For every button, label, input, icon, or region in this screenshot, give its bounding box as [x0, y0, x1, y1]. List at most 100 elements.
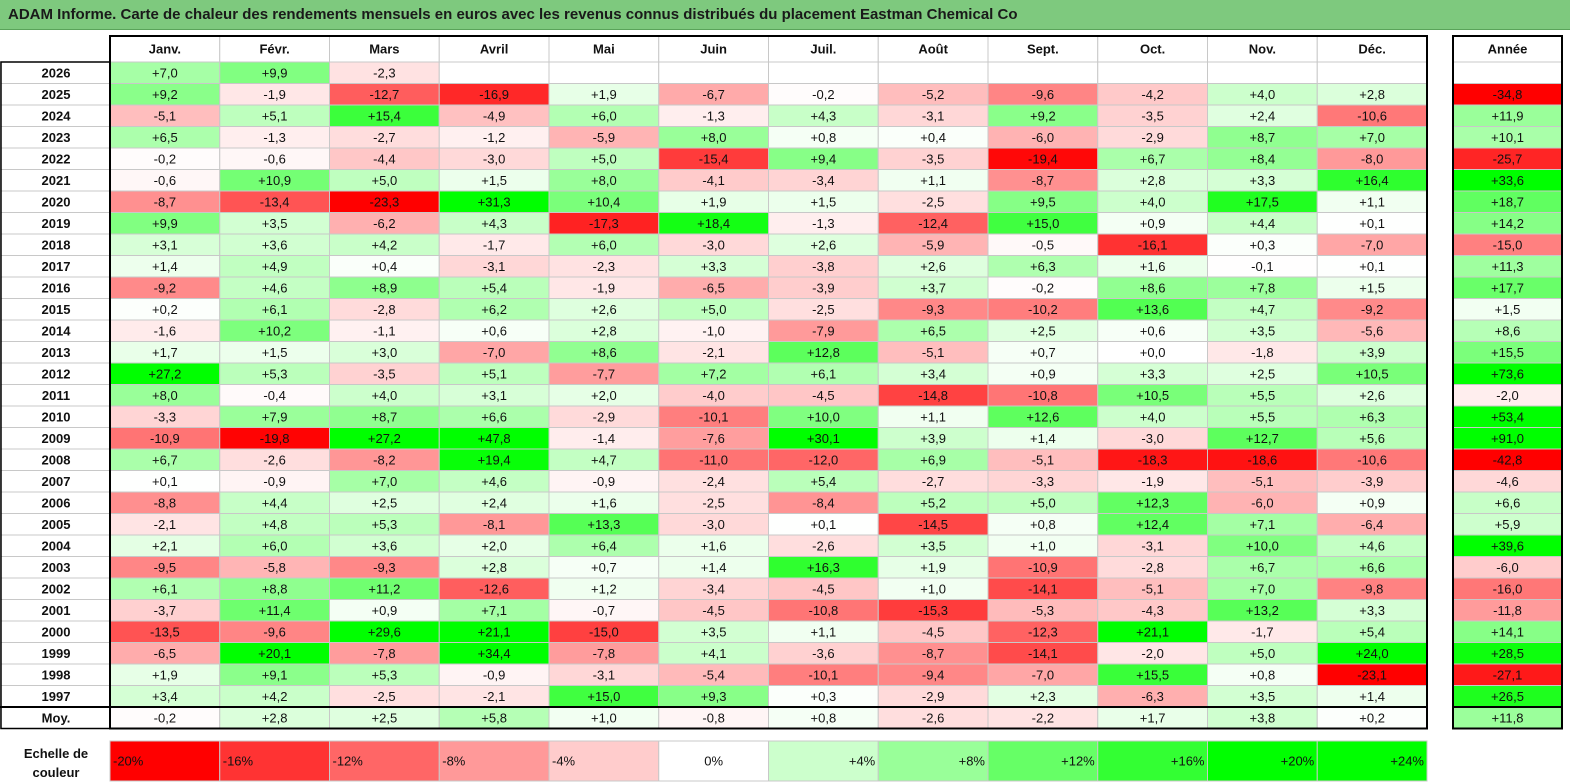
color-scale-label-value: -8% [442, 754, 466, 769]
cell-value: +1,1 [1359, 194, 1385, 209]
cell-value: +34,4 [478, 646, 511, 661]
cell-value: -9,8 [1361, 581, 1383, 596]
cell-value: -15,3 [918, 603, 948, 618]
cell-value: +4,0 [372, 388, 398, 403]
cell-value: +1,7 [1140, 710, 1166, 725]
cell-value: +16,4 [1356, 173, 1389, 188]
cell-value: -4,2 [1141, 87, 1163, 102]
cell-value: +1,6 [1140, 259, 1166, 274]
cell-value: +4,2 [372, 237, 398, 252]
cell-value: +1,9 [591, 87, 617, 102]
cell-value: -4,1 [702, 173, 724, 188]
cell-value: +15,0 [1026, 216, 1059, 231]
cell-value: -8,2 [373, 452, 395, 467]
cell-value: -16,1 [1138, 237, 1168, 252]
cell-value: +0,8 [811, 710, 837, 725]
cell-value: +4,9 [262, 259, 288, 274]
year-total-value: +39,6 [1491, 538, 1524, 553]
cell-value: -19,4 [1028, 151, 1058, 166]
color-scale-label-value: +16% [1171, 754, 1205, 769]
cell-value: -14,8 [918, 388, 948, 403]
cell-value: +3,5 [701, 624, 727, 639]
cell-value: +9,9 [152, 216, 178, 231]
cell-value: +3,3 [1250, 173, 1276, 188]
cell-value: +1,0 [920, 581, 946, 596]
cell-value: -4,3 [1141, 603, 1163, 618]
cell-value: -14,1 [1028, 646, 1058, 661]
cell-value: -10,9 [150, 431, 180, 446]
cell-value: +7,2 [701, 366, 727, 381]
cell-value: -2,5 [702, 495, 724, 510]
year-total-value: +17,7 [1491, 280, 1524, 295]
cell-value: -19,8 [260, 431, 290, 446]
cell-value: +0,0 [1140, 345, 1166, 360]
month-header-cell [877, 35, 989, 63]
cell-value: +2,8 [1140, 173, 1166, 188]
cell-value: -7,0 [1032, 667, 1054, 682]
cell-value: +2,8 [262, 710, 288, 725]
cell-value: -3,0 [483, 151, 505, 166]
cell-value: -7,7 [593, 366, 615, 381]
cell-value: +3,4 [920, 366, 946, 381]
cell-value: +4,3 [481, 216, 507, 231]
cell-value: +7,0 [1250, 581, 1276, 596]
cell-value: -5,8 [263, 560, 285, 575]
cell-value: -2,5 [922, 194, 944, 209]
cell-value: +1,1 [920, 409, 946, 424]
cell-value: -9,6 [263, 624, 285, 639]
cell-value: -10,6 [1357, 452, 1387, 467]
cell-value: +8,8 [262, 581, 288, 596]
cell-value: +5,5 [1250, 388, 1276, 403]
cell-value: -1,3 [263, 130, 285, 145]
cell-value: +11,2 [368, 581, 400, 596]
cell-value: +2,0 [591, 388, 617, 403]
cell-value: -8,7 [1032, 173, 1054, 188]
cell-value: -2,9 [922, 689, 944, 704]
month-header: Oct. [1140, 42, 1165, 57]
cell-value: +0,3 [811, 689, 837, 704]
cell-value: +5,0 [372, 173, 398, 188]
month-header: Août [918, 42, 948, 57]
cell-value: -4,5 [922, 624, 944, 639]
cell-value: -10,9 [1028, 560, 1058, 575]
cell-value: +5,6 [1359, 431, 1385, 446]
year-total-value: +15,5 [1491, 345, 1524, 360]
year-label: 2011 [42, 388, 70, 403]
cell-value: -12,7 [370, 87, 400, 102]
cell-value: +2,6 [591, 302, 617, 317]
cell-value: -9,4 [922, 667, 944, 682]
cell-value: +0,3 [1250, 237, 1276, 252]
cell-value: +6,0 [591, 108, 617, 123]
cell-value: +12,4 [1136, 517, 1169, 532]
cell-value: -8,0 [1361, 151, 1383, 166]
year-label: 2002 [42, 581, 71, 596]
cell-value: -9,6 [1032, 87, 1054, 102]
cell-value: +20,1 [258, 646, 291, 661]
year-label: 2004 [42, 538, 72, 553]
cell-value: -2,2 [1032, 710, 1054, 725]
cell-value: -3,6 [812, 646, 834, 661]
cell-value: +9,4 [811, 151, 837, 166]
year-total-value: -15,0 [1493, 237, 1523, 252]
cell-value: +10,4 [587, 194, 620, 209]
cell-value: +4,7 [1250, 302, 1276, 317]
cell-value: -0,6 [263, 151, 285, 166]
color-scale-label-value: -12% [333, 754, 364, 769]
cell-value: +13,3 [587, 517, 620, 532]
cell-value: +1,6 [701, 538, 727, 553]
cell-value: -1,1 [373, 323, 395, 338]
cell-value: +1,9 [920, 560, 946, 575]
cell-value: +13,6 [1136, 302, 1169, 317]
year-label: 2009 [42, 431, 71, 446]
month-header: Févr. [259, 42, 289, 57]
cell-value: +0,4 [372, 259, 398, 274]
month-header: Juin [700, 42, 727, 57]
year-label: 2025 [42, 87, 71, 102]
year-total-value: +11,8 [1492, 710, 1524, 725]
month-header-cell [1097, 35, 1208, 63]
year-total-value: +10,1 [1491, 130, 1524, 145]
cell-value: +4,6 [1359, 538, 1385, 553]
cell-value: -6,0 [1251, 495, 1273, 510]
cell-value: -7,6 [702, 431, 724, 446]
cell-value: -6,4 [1361, 517, 1383, 532]
